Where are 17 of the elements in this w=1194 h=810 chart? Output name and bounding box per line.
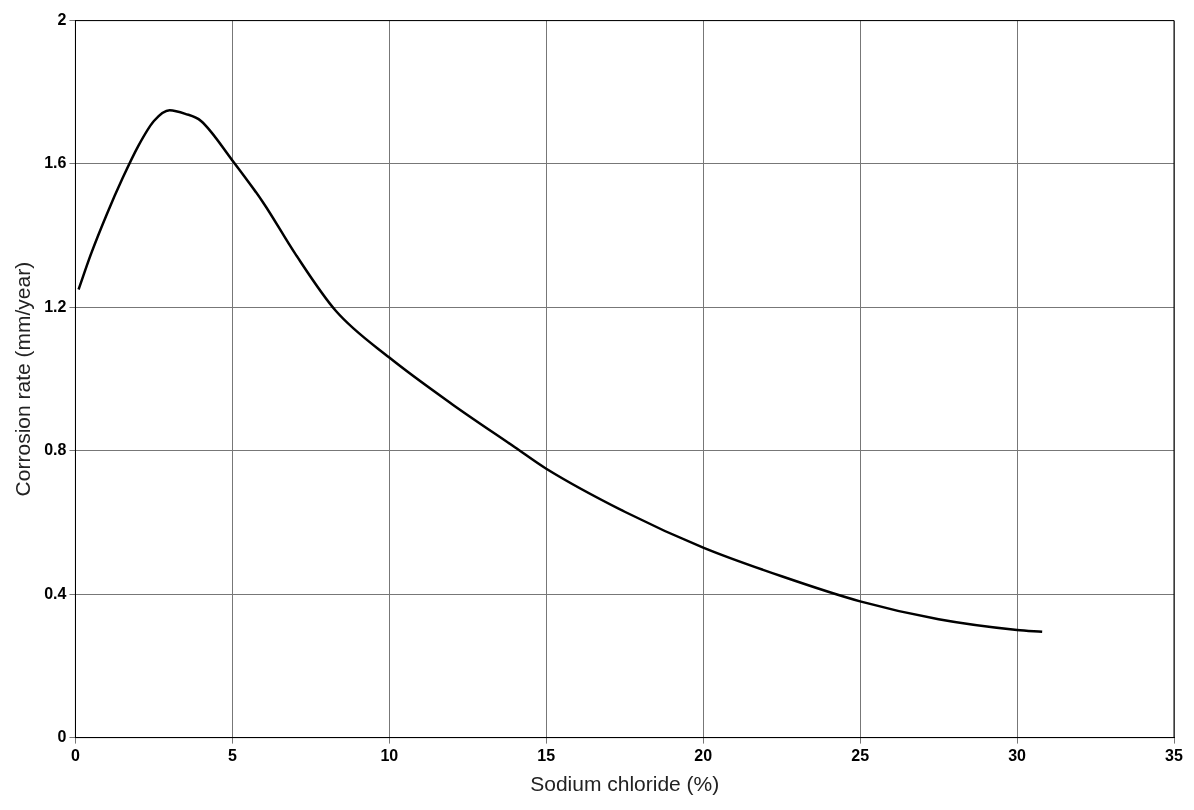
y-axis-title: Corrosion rate (mm/year)	[11, 261, 35, 497]
x-tick-label: 25	[851, 746, 870, 764]
x-tick-label: 35	[1165, 746, 1183, 764]
x-tick-label: 0	[70, 746, 80, 764]
y-tick-label: 1.6	[44, 154, 67, 172]
y-tick-label: 1.2	[44, 297, 67, 315]
y-tick-label: 0	[57, 728, 67, 746]
y-tick-label: 0.8	[44, 441, 67, 459]
x-tick-label: 5	[227, 746, 237, 764]
y-tick-label: 0.4	[44, 584, 67, 602]
line-series	[77, 108, 1044, 634]
x-tick-label: 15	[537, 746, 556, 764]
x-tick-label: 30	[1008, 746, 1027, 764]
x-tick-label: 10	[380, 746, 399, 764]
x-axis-title: Sodium chloride (%)	[530, 772, 720, 796]
y-tick-label: 2	[57, 11, 67, 29]
x-tick-label: 20	[694, 746, 713, 764]
